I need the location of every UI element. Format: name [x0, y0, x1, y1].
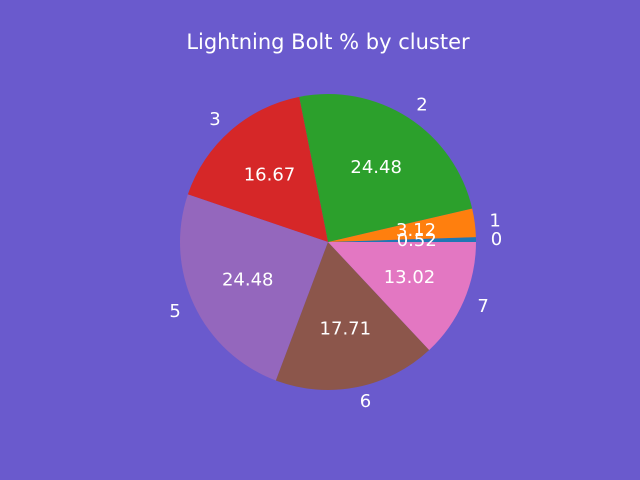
slice-value-2: 24.48 [350, 157, 402, 178]
slice-value-1: 3.12 [396, 220, 436, 241]
pie-slice-3 [187, 96, 328, 242]
pie-slices [179, 94, 476, 390]
slice-label-0: 0 [491, 229, 502, 250]
slice-label-1: 1 [489, 210, 500, 231]
slice-label-3: 3 [209, 109, 220, 130]
chart-title: Lightning Bolt % by cluster [186, 30, 470, 54]
category-labels: 01 2 3 5 6 7 [169, 95, 502, 412]
pie-slice-7 [328, 242, 476, 351]
slice-value-6: 17.71 [320, 319, 372, 340]
pie-slice-6 [275, 242, 430, 390]
pie-slice-2 [299, 94, 473, 242]
pie-slice-0 [328, 237, 476, 242]
slice-label-2: 2 [416, 95, 427, 116]
slice-value-5: 24.48 [222, 269, 274, 290]
value-labels: 0.523.12 24.48 16.67 24.48 17.71 13.02 [222, 157, 437, 340]
pie-slice-1 [328, 208, 476, 242]
slice-label-5: 5 [169, 301, 180, 322]
slice-value-7: 13.02 [384, 267, 436, 288]
slice-label-6: 6 [360, 391, 371, 412]
slice-value-3: 16.67 [244, 165, 296, 186]
pie-slice-5 [179, 194, 328, 381]
slice-label-7: 7 [477, 296, 488, 317]
slice-value-0: 0.52 [397, 230, 437, 251]
